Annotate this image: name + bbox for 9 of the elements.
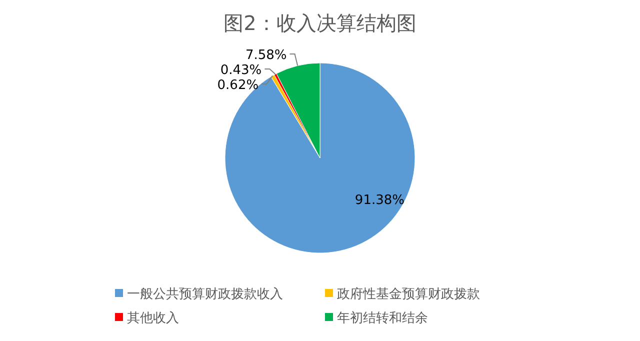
legend-label: 其他收入 — [127, 311, 179, 326]
data-label: 91.38% — [354, 192, 405, 208]
data-label: 0.43% — [220, 63, 262, 78]
chart-title: 图2：收入决算结构图 — [224, 11, 416, 35]
legend-label: 政府性基金预算财政拨款 — [337, 286, 480, 302]
data-label: 0.62% — [217, 78, 259, 94]
legend-label: 一般公共预算财政拨款收入 — [127, 287, 283, 302]
legend-label: 年初结转和结余 — [337, 311, 428, 326]
data-label: 7.58% — [245, 48, 287, 64]
